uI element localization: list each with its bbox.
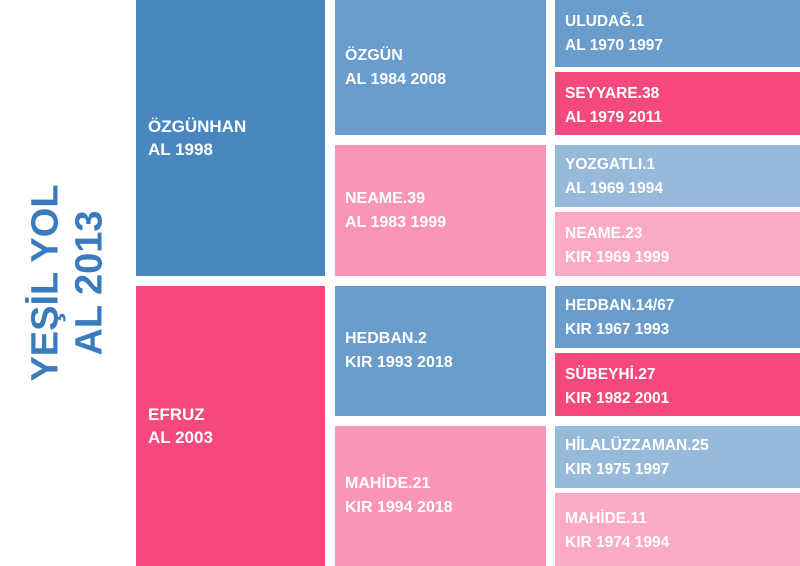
ggp-box-1: ULUDAĞ.1 AL 1970 1997 (555, 0, 800, 67)
dam-dam-name: MAHİDE.21 (345, 475, 431, 492)
sire-box: ÖZGÜNHAN AL 1998 (136, 0, 325, 276)
sire-name: ÖZGÜNHAN (148, 117, 247, 136)
ggp-name-7: HİLALÜZZAMAN.25 (565, 437, 709, 454)
ggp-name-8: MAHİDE.11 (565, 510, 647, 527)
sire-sire-detail: AL 1984 2008 (345, 70, 447, 88)
sire-sire-box: ÖZGÜN AL 1984 2008 (335, 0, 546, 135)
ggp-name-4: NEAME.23 (565, 225, 643, 242)
dam-sire-box: HEDBAN.2 KIR 1993 2018 (335, 286, 546, 416)
ggp-detail-5: KIR 1967 1993 (565, 321, 670, 338)
ggp-box-3: YOZGATLI.1 AL 1969 1994 (555, 145, 800, 207)
ggp-detail-7: KIR 1975 1997 (565, 461, 670, 478)
ggp-detail-2: AL 1979 2011 (565, 109, 663, 126)
ggp-name-2: SEYYARE.38 (565, 85, 660, 102)
ggp-box-5: HEDBAN.14/67 KIR 1967 1993 (555, 286, 800, 348)
ggp-detail-4: KIR 1969 1999 (565, 249, 670, 266)
ggp-detail-6: KIR 1982 2001 (565, 390, 670, 407)
sire-sire-name: ÖZGÜN (345, 46, 403, 64)
dam-dam-box: MAHİDE.21 KIR 1994 2018 (335, 426, 546, 566)
ggp-box-7: HİLALÜZZAMAN.25 KIR 1975 1997 (555, 426, 800, 488)
root-name: YEŞİL YOL (25, 184, 68, 382)
ggp-name-1: ULUDAĞ.1 (565, 13, 645, 30)
dam-sire-detail: KIR 1993 2018 (345, 354, 453, 371)
ggp-box-8: MAHİDE.11 KIR 1974 1994 (555, 493, 800, 566)
ggp-box-2: SEYYARE.38 AL 1979 2011 (555, 72, 800, 135)
pedigree-root-title: YEŞİL YOL AL 2013 (0, 0, 136, 566)
root-detail: AL 2013 (69, 210, 112, 356)
ggp-box-6: SÜBEYHİ.27 KIR 1982 2001 (555, 353, 800, 416)
dam-name: EFRUZ (148, 405, 205, 424)
sire-dam-box: NEAME.39 AL 1983 1999 (335, 145, 546, 276)
dam-sire-name: HEDBAN.2 (345, 330, 427, 347)
ggp-box-4: NEAME.23 KIR 1969 1999 (555, 212, 800, 276)
ggp-name-6: SÜBEYHİ.27 (565, 366, 656, 383)
sire-dam-detail: AL 1983 1999 (345, 213, 447, 231)
ggp-detail-1: AL 1970 1997 (565, 37, 663, 54)
ggp-detail-3: AL 1969 1994 (565, 180, 663, 197)
ggp-name-3: YOZGATLI.1 (565, 156, 656, 173)
dam-dam-detail: KIR 1994 2018 (345, 499, 453, 516)
sire-dam-name: NEAME.39 (345, 189, 426, 207)
ggp-detail-8: KIR 1974 1994 (565, 534, 670, 551)
ggp-name-5: HEDBAN.14/67 (565, 297, 675, 314)
dam-detail: AL 2003 (148, 428, 213, 447)
dam-box: EFRUZ AL 2003 (136, 286, 325, 566)
sire-detail: AL 1998 (148, 140, 213, 159)
